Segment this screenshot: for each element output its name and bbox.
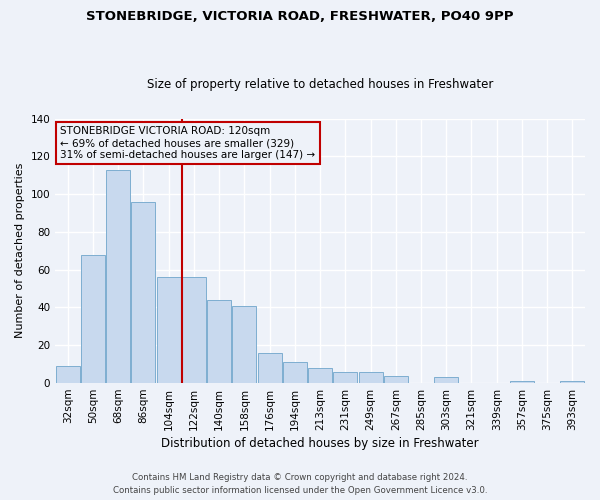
Bar xyxy=(106,170,130,383)
Bar xyxy=(131,202,155,383)
X-axis label: Distribution of detached houses by size in Freshwater: Distribution of detached houses by size … xyxy=(161,437,479,450)
Text: STONEBRIDGE VICTORIA ROAD: 120sqm
← 69% of detached houses are smaller (329)
31%: STONEBRIDGE VICTORIA ROAD: 120sqm ← 69% … xyxy=(61,126,316,160)
Bar xyxy=(510,381,534,383)
Bar xyxy=(157,278,181,383)
Bar xyxy=(56,366,80,383)
Y-axis label: Number of detached properties: Number of detached properties xyxy=(15,163,25,338)
Bar xyxy=(384,376,408,383)
Bar xyxy=(207,300,231,383)
Bar xyxy=(182,278,206,383)
Bar xyxy=(283,362,307,383)
Bar xyxy=(257,353,281,383)
Text: Contains HM Land Registry data © Crown copyright and database right 2024.
Contai: Contains HM Land Registry data © Crown c… xyxy=(113,474,487,495)
Bar xyxy=(232,306,256,383)
Bar xyxy=(359,372,383,383)
Title: Size of property relative to detached houses in Freshwater: Size of property relative to detached ho… xyxy=(147,78,493,91)
Bar xyxy=(434,378,458,383)
Bar xyxy=(308,368,332,383)
Bar xyxy=(81,254,105,383)
Bar xyxy=(334,372,357,383)
Bar xyxy=(560,381,584,383)
Text: STONEBRIDGE, VICTORIA ROAD, FRESHWATER, PO40 9PP: STONEBRIDGE, VICTORIA ROAD, FRESHWATER, … xyxy=(86,10,514,23)
